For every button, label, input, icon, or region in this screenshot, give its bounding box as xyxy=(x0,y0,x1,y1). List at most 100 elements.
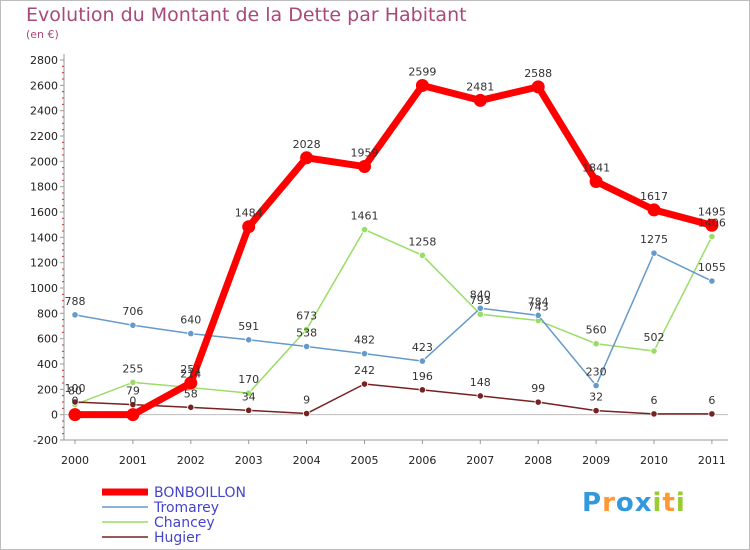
series-line xyxy=(74,383,713,415)
y-tick-label: 2400 xyxy=(30,105,58,118)
data-point xyxy=(129,401,137,409)
data-label: 0 xyxy=(72,395,79,408)
legend-label: BONBOILLON xyxy=(154,485,246,501)
data-point xyxy=(245,389,253,397)
data-point xyxy=(187,329,195,338)
y-tick-label: 800 xyxy=(37,307,58,320)
data-label: 1617 xyxy=(640,190,668,203)
x-tick-label: 2003 xyxy=(235,454,263,467)
value-labels: 0 0 251 1484 2028 1959 2599 2481 2588 1841 1617 149… xyxy=(65,65,726,407)
data-label: 840 xyxy=(470,288,491,301)
series-line xyxy=(74,228,713,406)
data-point xyxy=(534,311,542,319)
data-point xyxy=(708,410,716,418)
data-point xyxy=(531,80,545,94)
y-tick-label: 600 xyxy=(37,333,58,346)
x-tick-label: 2004 xyxy=(293,454,321,467)
data-point xyxy=(302,342,311,351)
proxiti-logo: Proxiti xyxy=(582,488,686,518)
data-point xyxy=(184,376,198,390)
data-point xyxy=(708,232,716,241)
data-label: 6 xyxy=(651,394,658,407)
y-tick-label: 2800 xyxy=(30,54,58,67)
x-tick-label: 2008 xyxy=(524,454,552,467)
y-tick-label: 0 xyxy=(51,409,58,422)
legend-label: Hugier xyxy=(154,530,201,546)
data-label: 1841 xyxy=(582,161,610,174)
data-label: 673 xyxy=(296,309,317,322)
data-point xyxy=(476,392,484,400)
y-tick-label: -200 xyxy=(33,434,58,447)
data-label: 784 xyxy=(528,295,549,308)
data-label: 79 xyxy=(126,385,140,398)
data-label: 230 xyxy=(586,366,607,379)
data-label: 100 xyxy=(65,382,86,395)
data-point xyxy=(302,325,311,334)
data-label: 1461 xyxy=(351,210,379,223)
data-label: 1495 xyxy=(698,205,726,218)
data-point xyxy=(418,386,426,394)
data-point xyxy=(302,409,311,418)
data-label: 1959 xyxy=(351,147,379,160)
data-label: 251 xyxy=(180,363,201,376)
data-label: 99 xyxy=(531,382,545,395)
y-tick-label: 1000 xyxy=(30,282,58,295)
x-tick-label: 2011 xyxy=(698,454,726,467)
data-label: 58 xyxy=(184,387,198,400)
data-point xyxy=(68,408,82,422)
logo-letter: i xyxy=(652,488,663,518)
data-label: 788 xyxy=(65,295,86,308)
data-point xyxy=(129,321,137,329)
data-point xyxy=(360,226,369,234)
logo-letter: o xyxy=(615,488,635,518)
data-point xyxy=(650,410,658,418)
series-lines xyxy=(68,78,719,422)
data-label: 1275 xyxy=(640,233,668,246)
data-label: 423 xyxy=(412,341,433,354)
logo-letter: i xyxy=(675,488,686,518)
data-point xyxy=(534,398,542,406)
x-tick-label: 2007 xyxy=(466,454,494,467)
data-point xyxy=(650,347,658,355)
data-point xyxy=(418,357,426,365)
y-tick-label: 2600 xyxy=(30,79,58,92)
data-label: 9 xyxy=(303,394,310,407)
logo-letter: P xyxy=(582,488,603,518)
data-label: 2028 xyxy=(293,138,321,151)
data-label: 34 xyxy=(242,390,256,403)
x-tick-label: 2002 xyxy=(177,454,205,467)
data-point xyxy=(415,78,429,92)
data-label: 80 xyxy=(68,385,82,398)
data-label: 482 xyxy=(354,334,375,347)
data-point xyxy=(360,350,369,358)
y-tick-label: 2000 xyxy=(30,155,58,168)
y-tick-label: 200 xyxy=(37,383,58,396)
data-label: 2481 xyxy=(466,80,494,93)
data-label: 6 xyxy=(708,394,715,407)
chart-title: Evolution du Montant de la Dette par Hab… xyxy=(26,4,467,26)
data-point xyxy=(300,151,314,165)
data-label: 560 xyxy=(586,324,607,337)
data-point xyxy=(360,380,369,388)
x-tick-label: 2009 xyxy=(582,454,610,467)
data-label: 2599 xyxy=(408,65,436,78)
series-line xyxy=(71,81,716,419)
data-label: 640 xyxy=(180,314,201,327)
legend-label: Tromarey xyxy=(153,500,219,516)
x-tick-label: 2005 xyxy=(351,454,379,467)
series-line xyxy=(74,252,713,387)
data-label: 196 xyxy=(412,370,433,383)
data-point xyxy=(71,398,79,406)
data-point xyxy=(129,378,137,386)
data-label: 242 xyxy=(354,364,375,377)
data-label: 32 xyxy=(589,391,603,404)
data-label: 1055 xyxy=(698,261,726,274)
unit-label: (en €) xyxy=(26,28,59,41)
data-point xyxy=(245,406,253,414)
x-tick-label: 2006 xyxy=(408,454,436,467)
data-point xyxy=(71,311,79,319)
data-point xyxy=(705,218,719,232)
data-point xyxy=(187,403,195,411)
